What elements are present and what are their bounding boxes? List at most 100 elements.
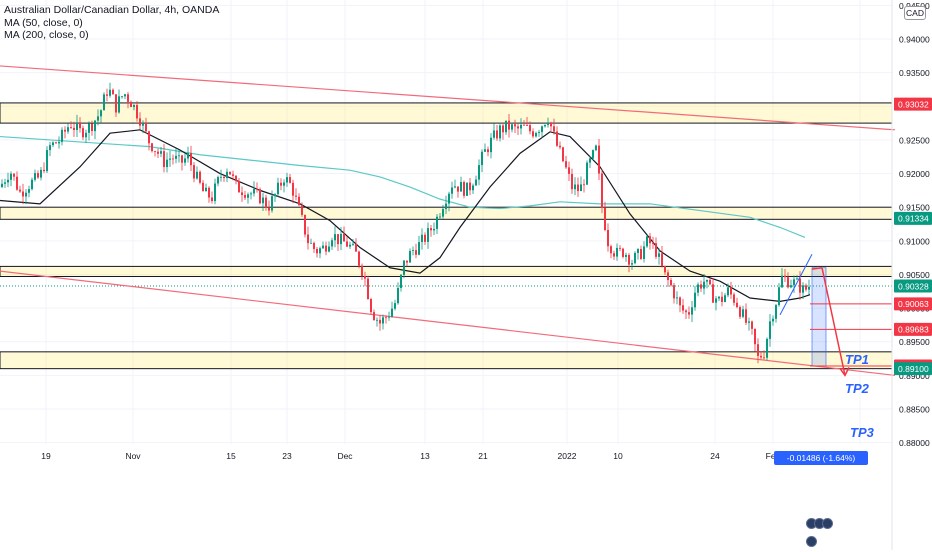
- x-tick-label: 10: [613, 451, 623, 461]
- candle-body: [661, 253, 663, 266]
- x-tick-label: Nov: [125, 451, 141, 461]
- candle-body: [715, 298, 717, 303]
- candle-body: [502, 125, 504, 133]
- candle-body: [139, 118, 141, 126]
- candle-body: [103, 94, 105, 111]
- candle-body: [724, 295, 726, 302]
- candle-body: [406, 260, 408, 263]
- candle-body: [757, 344, 759, 356]
- candle-body: [211, 197, 213, 202]
- candle-body: [382, 317, 384, 324]
- candle-body: [253, 188, 255, 194]
- candle-body: [334, 234, 336, 241]
- candle-body: [43, 169, 45, 172]
- candle-body: [769, 321, 771, 339]
- candle-body: [598, 145, 600, 174]
- candle-body: [544, 124, 546, 127]
- candle-body: [292, 182, 294, 196]
- y-tick-label: 0.92000: [899, 169, 930, 179]
- candle-body: [73, 127, 75, 131]
- candle-body: [460, 181, 462, 192]
- candle-body: [799, 278, 801, 293]
- candle-body: [718, 296, 720, 299]
- candle-body: [187, 153, 189, 159]
- candle-body: [508, 120, 510, 130]
- candle-body: [442, 209, 444, 217]
- candle-body: [130, 101, 132, 108]
- candle-body: [772, 318, 774, 322]
- candle-body: [274, 194, 276, 197]
- candle-body: [778, 287, 780, 306]
- candle-body: [238, 181, 240, 193]
- indicator-ma200[interactable]: MA (200, close, 0): [4, 29, 89, 41]
- price-level-label: 0.93032: [898, 99, 929, 109]
- candle-body: [394, 303, 396, 309]
- candle-body: [520, 124, 522, 129]
- candle-body: [364, 275, 366, 279]
- candle-body: [745, 309, 747, 323]
- candle-body: [31, 179, 33, 190]
- candle-body: [55, 142, 57, 144]
- candle-body: [145, 122, 147, 132]
- candle-body: [100, 110, 102, 117]
- candle-body: [184, 158, 186, 163]
- candle-body: [541, 126, 543, 133]
- candle-body: [421, 234, 423, 243]
- rising-wedge-line: [779, 254, 813, 316]
- y-tick-label: 0.92500: [899, 135, 930, 145]
- candle-body: [472, 185, 474, 191]
- price-level-label: 0.90063: [898, 299, 929, 309]
- x-tick-label: Feb: [766, 451, 781, 461]
- candle-body: [532, 131, 534, 137]
- candle-body: [235, 175, 237, 182]
- candle-body: [658, 253, 660, 257]
- candle-body: [7, 179, 9, 183]
- candle-body: [217, 177, 219, 184]
- candle-body: [514, 124, 516, 127]
- candle-body: [223, 176, 225, 179]
- candle-body: [457, 186, 459, 192]
- candle-body: [289, 177, 291, 183]
- candle-body: [169, 158, 171, 160]
- candle-body: [70, 127, 72, 129]
- candle-body: [577, 184, 579, 192]
- candle-body: [40, 169, 42, 178]
- currency-badge[interactable]: CAD: [904, 6, 926, 20]
- candle-body: [619, 247, 621, 249]
- candle-body: [25, 192, 27, 197]
- candle-body: [643, 246, 645, 259]
- candle-body: [487, 149, 489, 153]
- candle-body: [286, 177, 288, 183]
- candle-body: [565, 161, 567, 168]
- candle-body: [808, 286, 810, 290]
- candle-body: [277, 182, 279, 195]
- measure-label: -0.01486 (-1.64%) -148.6: [774, 451, 868, 477]
- candle-body: [82, 128, 84, 138]
- candle-body: [553, 126, 555, 132]
- candle-body: [712, 284, 714, 303]
- candle-body: [625, 254, 627, 257]
- x-tick-label: 15: [226, 451, 236, 461]
- candle-body: [550, 122, 552, 127]
- candle-body: [607, 230, 609, 247]
- price-level-badge: [894, 279, 932, 293]
- indicator-ma50[interactable]: MA (50, close, 0): [4, 16, 83, 29]
- candle-body: [196, 171, 198, 179]
- candle-body: [754, 328, 756, 345]
- candle-body: [445, 203, 447, 210]
- candle-body: [403, 260, 405, 275]
- candle-body: [523, 124, 525, 126]
- candle-body: [706, 279, 708, 282]
- candle-body: [505, 120, 507, 133]
- candle-body: [424, 234, 426, 242]
- candle-body: [763, 357, 765, 359]
- candle-body: [646, 236, 648, 247]
- candle-body: [271, 196, 273, 211]
- candle-body: [19, 189, 21, 192]
- candle-body: [556, 131, 558, 146]
- candle-body: [649, 236, 651, 244]
- candle-body: [586, 162, 588, 185]
- candle-body: [319, 248, 321, 254]
- candle-body: [775, 305, 777, 319]
